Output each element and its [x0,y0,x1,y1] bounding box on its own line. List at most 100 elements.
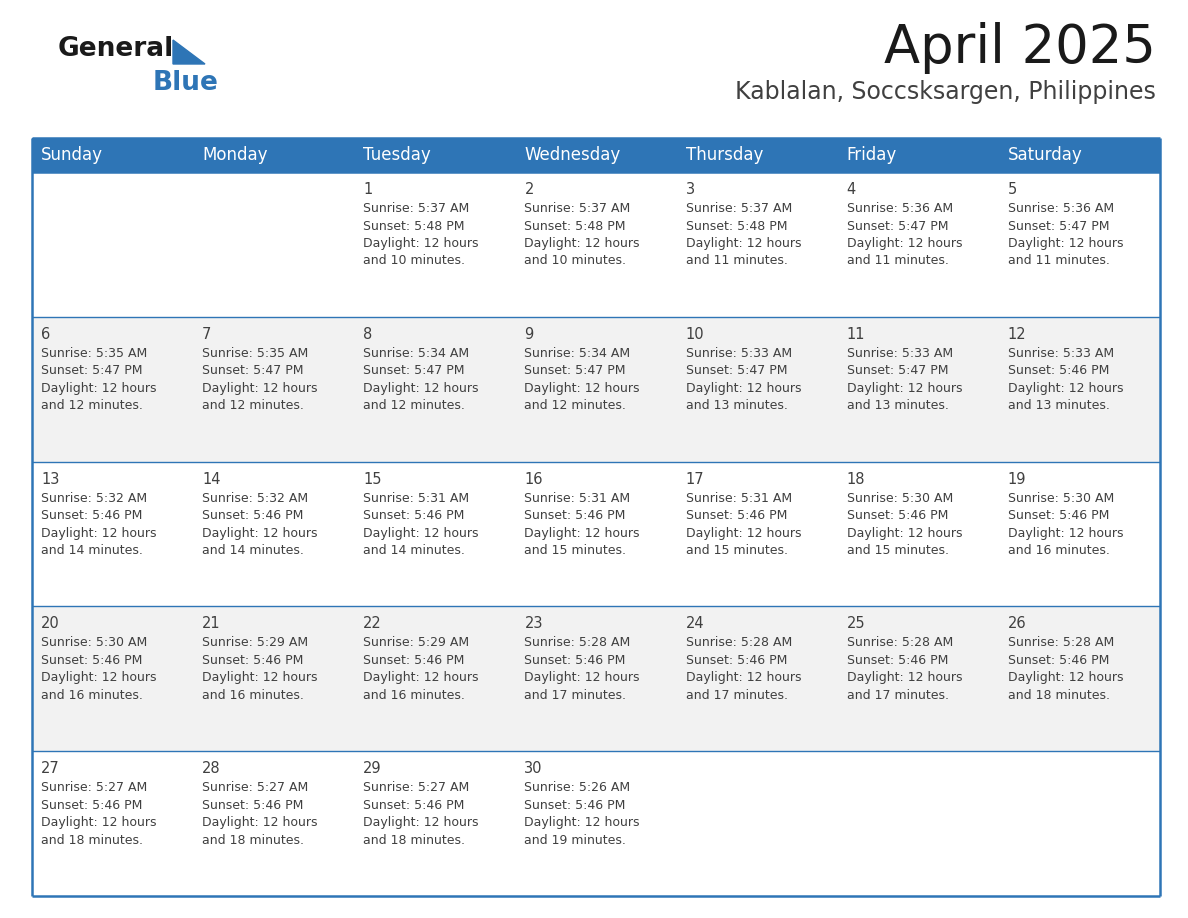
Text: 4: 4 [847,182,857,197]
Bar [32,172,194,317]
Bar [32,317,194,462]
Text: 13: 13 [42,472,59,487]
Text: Sunrise: 5:33 AM
Sunset: 5:47 PM
Daylight: 12 hours
and 13 minutes.: Sunrise: 5:33 AM Sunset: 5:47 PM Dayligh… [847,347,962,412]
Bar [677,172,838,317]
Text: 14: 14 [202,472,221,487]
Text: Sunrise: 5:27 AM
Sunset: 5:46 PM
Daylight: 12 hours
and 18 minutes.: Sunrise: 5:27 AM Sunset: 5:46 PM Dayligh… [42,781,157,846]
Text: General: General [58,36,175,62]
Bar [838,317,999,462]
Text: 6: 6 [42,327,50,341]
Text: Sunrise: 5:31 AM
Sunset: 5:46 PM
Daylight: 12 hours
and 15 minutes.: Sunrise: 5:31 AM Sunset: 5:46 PM Dayligh… [524,492,640,557]
Text: 2: 2 [524,182,533,197]
Bar [194,751,354,896]
Bar [838,751,999,896]
Text: Tuesday: Tuesday [364,146,431,164]
Text: 1: 1 [364,182,373,197]
Text: Sunrise: 5:33 AM
Sunset: 5:46 PM
Daylight: 12 hours
and 13 minutes.: Sunrise: 5:33 AM Sunset: 5:46 PM Dayligh… [1007,347,1124,412]
Bar [194,462,354,607]
Text: Sunrise: 5:35 AM
Sunset: 5:47 PM
Daylight: 12 hours
and 12 minutes.: Sunrise: 5:35 AM Sunset: 5:47 PM Dayligh… [202,347,317,412]
Bar [999,751,1159,896]
Text: Sunrise: 5:33 AM
Sunset: 5:47 PM
Daylight: 12 hours
and 13 minutes.: Sunrise: 5:33 AM Sunset: 5:47 PM Dayligh… [685,347,801,412]
Text: 28: 28 [202,761,221,777]
Bar [354,462,516,607]
Text: Sunrise: 5:29 AM
Sunset: 5:46 PM
Daylight: 12 hours
and 16 minutes.: Sunrise: 5:29 AM Sunset: 5:46 PM Dayligh… [364,636,479,702]
Text: Sunrise: 5:29 AM
Sunset: 5:46 PM
Daylight: 12 hours
and 16 minutes.: Sunrise: 5:29 AM Sunset: 5:46 PM Dayligh… [202,636,317,702]
Text: 9: 9 [524,327,533,341]
Text: 17: 17 [685,472,704,487]
Text: Sunrise: 5:30 AM
Sunset: 5:46 PM
Daylight: 12 hours
and 16 minutes.: Sunrise: 5:30 AM Sunset: 5:46 PM Dayligh… [42,636,157,702]
Text: Sunrise: 5:37 AM
Sunset: 5:48 PM
Daylight: 12 hours
and 11 minutes.: Sunrise: 5:37 AM Sunset: 5:48 PM Dayligh… [685,202,801,267]
Text: Sunrise: 5:34 AM
Sunset: 5:47 PM
Daylight: 12 hours
and 12 minutes.: Sunrise: 5:34 AM Sunset: 5:47 PM Dayligh… [364,347,479,412]
Bar [32,462,194,607]
Bar [354,751,516,896]
Bar [194,172,354,317]
Text: Sunrise: 5:35 AM
Sunset: 5:47 PM
Daylight: 12 hours
and 12 minutes.: Sunrise: 5:35 AM Sunset: 5:47 PM Dayligh… [42,347,157,412]
Text: 8: 8 [364,327,373,341]
Text: Sunrise: 5:27 AM
Sunset: 5:46 PM
Daylight: 12 hours
and 18 minutes.: Sunrise: 5:27 AM Sunset: 5:46 PM Dayligh… [364,781,479,846]
Bar [516,172,677,317]
Text: Sunrise: 5:34 AM
Sunset: 5:47 PM
Daylight: 12 hours
and 12 minutes.: Sunrise: 5:34 AM Sunset: 5:47 PM Dayligh… [524,347,640,412]
Bar [999,172,1159,317]
Bar [516,751,677,896]
Text: 23: 23 [524,616,543,632]
Bar [838,462,999,607]
Text: 26: 26 [1007,616,1026,632]
Text: Sunrise: 5:28 AM
Sunset: 5:46 PM
Daylight: 12 hours
and 18 minutes.: Sunrise: 5:28 AM Sunset: 5:46 PM Dayligh… [1007,636,1124,702]
Text: Kablalan, Soccsksargen, Philippines: Kablalan, Soccsksargen, Philippines [735,80,1156,104]
Bar [194,317,354,462]
Text: 3: 3 [685,182,695,197]
Bar [32,607,194,751]
Text: Thursday: Thursday [685,146,763,164]
Text: 18: 18 [847,472,865,487]
Bar [999,317,1159,462]
Text: 25: 25 [847,616,865,632]
Text: Sunday: Sunday [42,146,103,164]
Bar [32,138,1159,172]
Bar [516,607,677,751]
Text: Sunrise: 5:31 AM
Sunset: 5:46 PM
Daylight: 12 hours
and 15 minutes.: Sunrise: 5:31 AM Sunset: 5:46 PM Dayligh… [685,492,801,557]
Text: Monday: Monday [202,146,267,164]
Bar [999,462,1159,607]
Bar [677,317,838,462]
Text: Sunrise: 5:27 AM
Sunset: 5:46 PM
Daylight: 12 hours
and 18 minutes.: Sunrise: 5:27 AM Sunset: 5:46 PM Dayligh… [202,781,317,846]
Bar [838,172,999,317]
Text: Sunrise: 5:36 AM
Sunset: 5:47 PM
Daylight: 12 hours
and 11 minutes.: Sunrise: 5:36 AM Sunset: 5:47 PM Dayligh… [1007,202,1124,267]
Text: 24: 24 [685,616,704,632]
Bar [677,462,838,607]
Text: 20: 20 [42,616,59,632]
Text: 5: 5 [1007,182,1017,197]
Text: Sunrise: 5:30 AM
Sunset: 5:46 PM
Daylight: 12 hours
and 15 minutes.: Sunrise: 5:30 AM Sunset: 5:46 PM Dayligh… [847,492,962,557]
Text: 27: 27 [42,761,59,777]
Text: Sunrise: 5:32 AM
Sunset: 5:46 PM
Daylight: 12 hours
and 14 minutes.: Sunrise: 5:32 AM Sunset: 5:46 PM Dayligh… [42,492,157,557]
Text: Friday: Friday [847,146,897,164]
Bar [677,751,838,896]
Text: Sunrise: 5:37 AM
Sunset: 5:48 PM
Daylight: 12 hours
and 10 minutes.: Sunrise: 5:37 AM Sunset: 5:48 PM Dayligh… [364,202,479,267]
Text: 30: 30 [524,761,543,777]
Text: 15: 15 [364,472,381,487]
Text: 10: 10 [685,327,704,341]
Text: 16: 16 [524,472,543,487]
Text: Saturday: Saturday [1007,146,1082,164]
Bar [677,607,838,751]
Polygon shape [173,40,206,64]
Text: 22: 22 [364,616,383,632]
Text: Sunrise: 5:28 AM
Sunset: 5:46 PM
Daylight: 12 hours
and 17 minutes.: Sunrise: 5:28 AM Sunset: 5:46 PM Dayligh… [847,636,962,702]
Bar [194,607,354,751]
Bar [354,317,516,462]
Text: Sunrise: 5:30 AM
Sunset: 5:46 PM
Daylight: 12 hours
and 16 minutes.: Sunrise: 5:30 AM Sunset: 5:46 PM Dayligh… [1007,492,1124,557]
Text: 12: 12 [1007,327,1026,341]
Text: Sunrise: 5:37 AM
Sunset: 5:48 PM
Daylight: 12 hours
and 10 minutes.: Sunrise: 5:37 AM Sunset: 5:48 PM Dayligh… [524,202,640,267]
Text: 11: 11 [847,327,865,341]
Text: 21: 21 [202,616,221,632]
Text: 19: 19 [1007,472,1026,487]
Text: Sunrise: 5:28 AM
Sunset: 5:46 PM
Daylight: 12 hours
and 17 minutes.: Sunrise: 5:28 AM Sunset: 5:46 PM Dayligh… [524,636,640,702]
Bar [838,607,999,751]
Text: 7: 7 [202,327,211,341]
Text: Sunrise: 5:32 AM
Sunset: 5:46 PM
Daylight: 12 hours
and 14 minutes.: Sunrise: 5:32 AM Sunset: 5:46 PM Dayligh… [202,492,317,557]
Text: 29: 29 [364,761,381,777]
Bar [516,462,677,607]
Text: Wednesday: Wednesday [524,146,620,164]
Text: Sunrise: 5:26 AM
Sunset: 5:46 PM
Daylight: 12 hours
and 19 minutes.: Sunrise: 5:26 AM Sunset: 5:46 PM Dayligh… [524,781,640,846]
Text: Blue: Blue [153,70,219,96]
Text: Sunrise: 5:36 AM
Sunset: 5:47 PM
Daylight: 12 hours
and 11 minutes.: Sunrise: 5:36 AM Sunset: 5:47 PM Dayligh… [847,202,962,267]
